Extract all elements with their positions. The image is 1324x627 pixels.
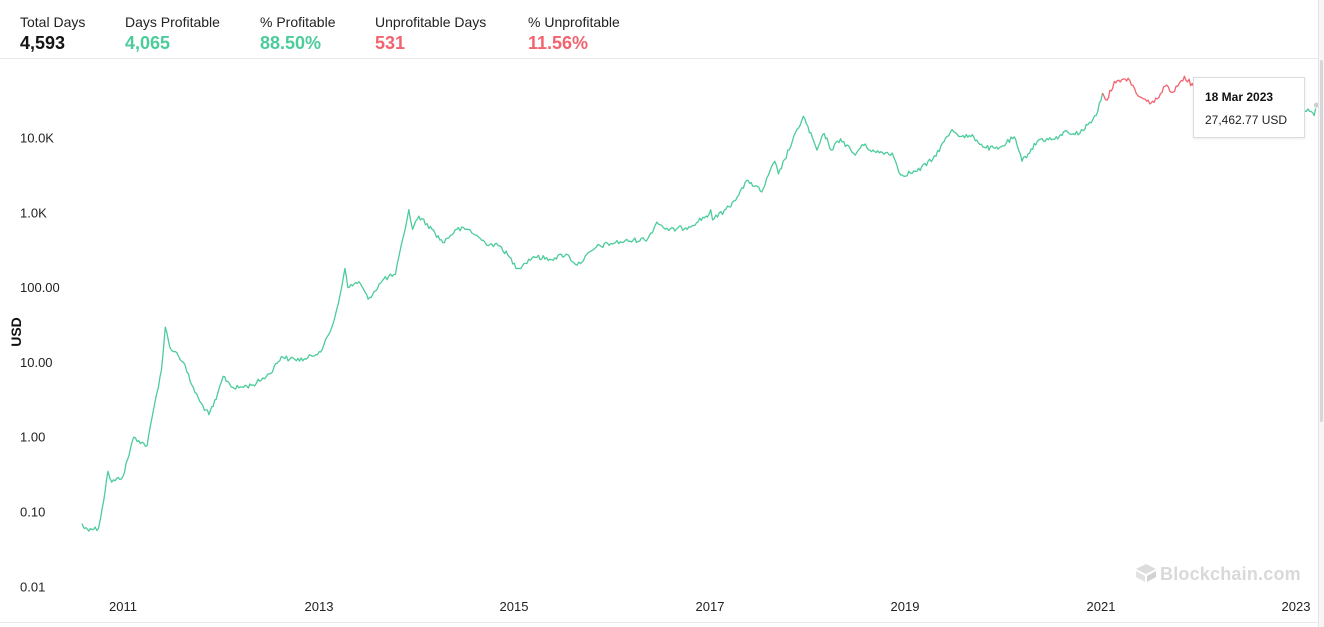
x-tick-label: 2015: [500, 599, 529, 614]
stat-total-days: Total Days 4,593: [20, 14, 85, 54]
blockchain-logo-icon: [1136, 564, 1156, 587]
stat-percent-profitable: % Profitable 88.50%: [260, 14, 335, 54]
y-tick-label: 1.00: [20, 430, 45, 445]
divider: [1318, 0, 1319, 627]
scrollbar-thumb[interactable]: [1320, 60, 1323, 422]
stat-label: Unprofitable Days: [375, 14, 487, 30]
chart-tooltip: 18 Mar 2023 27,462.77 USD: [1193, 77, 1305, 138]
stats-bar: Total Days 4,593 Days Profitable 4,065 %…: [0, 0, 1318, 59]
stat-value: 4,593: [20, 33, 66, 53]
watermark-text: Blockchain.com: [1160, 564, 1301, 584]
x-tick-label: 2019: [891, 599, 920, 614]
blockchain-watermark: Blockchain.com: [1136, 564, 1301, 587]
x-tick-label: 2021: [1087, 599, 1116, 614]
stat-label: % Unprofitable: [528, 14, 620, 30]
y-tick-label: 1.0K: [20, 205, 47, 220]
stat-value: 11.56%: [528, 33, 589, 53]
y-tick-label: 10.00: [20, 355, 53, 370]
divider: [0, 622, 1318, 623]
y-tick-label: 100.00: [20, 280, 60, 295]
y-tick-label: 0.10: [20, 505, 45, 520]
price-series-line: [81, 92, 1104, 532]
stat-percent-unprofitable: % Unprofitable 11.56%: [528, 14, 620, 54]
stat-unprofitable-days: Unprofitable Days 531: [375, 14, 486, 54]
y-tick-label: 10.0K: [20, 131, 54, 146]
stat-days-profitable: Days Profitable 4,065: [125, 14, 220, 54]
x-tick-label: 2013: [305, 599, 334, 614]
y-tick-label: 0.01: [20, 579, 45, 594]
tooltip-date: 18 Mar 2023: [1205, 90, 1274, 104]
tooltip-value: 27,462.77 USD: [1205, 113, 1288, 127]
price-chart[interactable]: 0.01 0.10 1.00 10.00 100.00 1.0K 10.0K 2011 2013…: [0, 60, 1318, 622]
x-tick-label: 2023: [1282, 599, 1311, 614]
x-tick-label: 2011: [109, 599, 137, 614]
stat-label: Total Days: [20, 14, 86, 30]
stat-label: % Profitable: [260, 14, 336, 30]
stat-label: Days Profitable: [125, 14, 220, 30]
x-tick-label: 2017: [696, 599, 725, 614]
stat-value: 531: [375, 33, 406, 53]
y-axis-label: USD: [8, 317, 24, 347]
hover-point: [1312, 101, 1318, 109]
stat-value: 4,065: [125, 33, 171, 53]
stat-value: 88.50%: [260, 33, 322, 53]
price-series-line: [1101, 75, 1195, 105]
